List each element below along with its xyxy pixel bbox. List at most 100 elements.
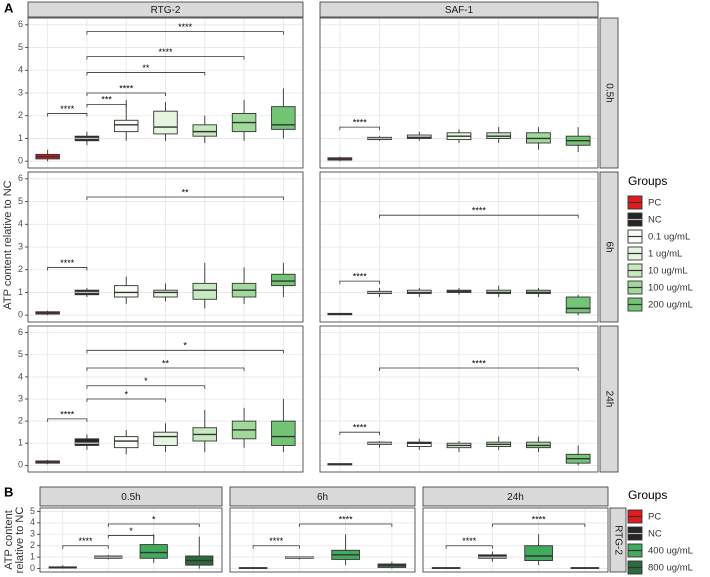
significance-bracket [86,367,245,372]
significance-label: * [144,376,148,386]
box [113,119,139,133]
column-strip-label: 24h [507,492,524,503]
significance-bracket [298,523,393,527]
y-tick-label: 1 [18,287,23,297]
column-strip-label: 0.5h [121,492,140,503]
y-tick-label: 4 [30,517,35,527]
significance-label: **** [472,206,487,216]
significance-bracket [445,545,493,549]
box [565,296,591,314]
panel-border [229,507,416,573]
row-strip-label: RTG-2 [612,525,623,555]
box [524,545,553,562]
y-tick-label: 3 [30,529,35,539]
y-tick-label: 0 [30,563,35,573]
box [153,110,178,135]
significance-label: **** [462,536,477,546]
column-strip-label: SAF-1 [445,5,474,16]
significance-bracket [86,398,166,402]
column-strip [319,1,599,18]
significance-label: **** [60,258,75,268]
row-strip [599,171,619,323]
significance-bracket [47,267,88,271]
box [113,285,139,298]
box [139,544,168,559]
box [271,106,296,130]
significance-bracket [47,418,88,422]
legend-label: NC [648,529,662,540]
y-tick-label: 1 [30,552,35,562]
legend-label: 800 ug/mL [648,563,693,574]
legend-label: 200 ug/mL [648,300,693,311]
row-strip-label: 6h [603,241,614,252]
column-strip [229,486,416,507]
y-tick-label: 3 [18,393,23,403]
y-tick-label: 2 [18,415,23,425]
y-tick-label: 3 [18,241,23,251]
row-strip [609,507,627,573]
legend-label: 100 ug/mL [648,283,693,294]
significance-label: ** [162,358,170,368]
significance-label: **** [60,409,75,419]
significance-label: **** [269,536,284,546]
column-strip [39,486,223,507]
y-axis-label: ATP content [3,510,15,570]
significance-bracket [86,349,284,354]
box [406,441,432,448]
significance-bracket [339,126,380,131]
significance-label: **** [353,117,368,127]
panel-label: B [4,484,13,499]
column-strip [422,486,609,507]
y-axis-label: relative to NC [14,507,26,574]
panel-border [319,171,599,323]
box [113,436,139,449]
y-tick-label: 0 [18,310,23,320]
significance-bracket [47,113,88,117]
legend-label: PC [648,512,661,523]
significance-bracket [86,385,206,389]
legend-label: 0.1 ug/mL [648,232,690,243]
panel-border [319,17,599,169]
legend-title: Groups [628,174,667,188]
panel-border [422,507,609,573]
significance-bracket [379,214,579,219]
y-tick-label: 5 [18,196,23,206]
significance-bracket [491,523,586,527]
significance-label: ** [182,187,190,197]
significance-bracket [107,535,155,539]
significance-label: **** [532,514,547,524]
y-tick-label: 6 [18,19,23,29]
panel-background [230,508,415,572]
panel-label: A [4,0,14,15]
significance-label: **** [353,423,368,433]
significance-bracket [339,431,380,436]
column-strip-label: RTG-2 [151,5,181,16]
significance-label: ** [142,63,150,73]
significance-bracket [339,280,380,285]
box [153,289,178,298]
box [192,124,218,137]
significance-bracket [86,103,127,108]
row-strip-label: 0.5h [603,83,614,102]
y-axis-label: ATP content relative to NC [2,180,14,309]
y-tick-label: 6 [18,173,23,183]
significance-label: * [152,514,156,524]
row-strip-label: 24h [603,391,614,408]
column-strip-label: 6h [317,492,328,503]
row-strip [599,17,619,169]
legend-label: PC [648,198,661,209]
y-tick-label: 2 [18,264,23,274]
significance-label: **** [353,271,368,281]
legend-label: NC [648,215,662,226]
legend-label: 400 ug/mL [648,546,693,557]
significance-label: **** [472,358,487,368]
box [153,431,178,446]
significance-label: **** [119,83,134,93]
column-strip [27,1,304,18]
significance-bracket [86,92,166,96]
legend-label: 10 ug/mL [648,266,688,277]
box [74,438,100,446]
panel-border [39,507,223,573]
significance-label: **** [339,514,354,524]
